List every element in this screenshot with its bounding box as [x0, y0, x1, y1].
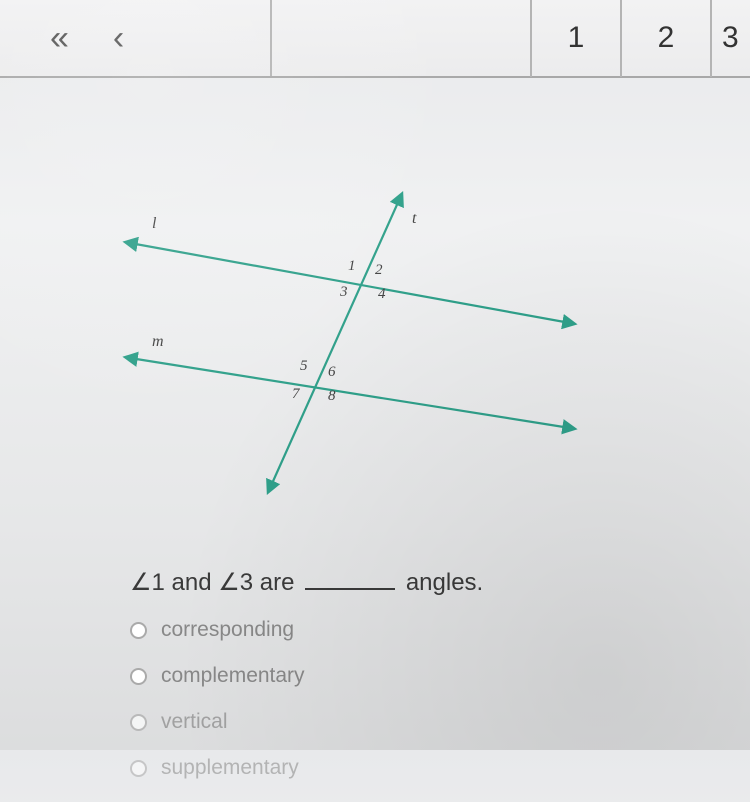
line-m	[130, 358, 570, 428]
nav-divider	[270, 0, 272, 76]
radio-icon	[130, 760, 147, 777]
nav-left-group: « ‹	[0, 19, 124, 58]
angle-4: 4	[378, 286, 386, 302]
page-cell-3[interactable]: 3	[710, 0, 750, 77]
question-blank	[305, 588, 395, 590]
angle-3: 3	[339, 284, 348, 300]
radio-icon	[130, 668, 147, 685]
nav-prev-icon[interactable]: ‹	[113, 19, 124, 58]
radio-icon	[130, 622, 147, 639]
option-label: complementary	[161, 664, 305, 688]
angle-6: 6	[328, 364, 336, 380]
line-t	[270, 198, 400, 488]
top-nav-bar: « ‹ 1 2 3	[0, 0, 750, 78]
angle-1: 1	[348, 258, 356, 274]
nav-pages-group: 1 2 3	[530, 0, 750, 77]
content-area: l m t 1 2 3 4 5 6 7 8 ∠1 and ∠3 are angl…	[0, 78, 750, 750]
angle-7: 7	[292, 386, 301, 402]
option-vertical[interactable]: vertical	[130, 710, 305, 734]
option-label: corresponding	[161, 618, 294, 642]
options-group: corresponding complementary vertical sup…	[130, 618, 305, 802]
option-label: supplementary	[161, 756, 299, 780]
angle-2: 2	[375, 262, 383, 278]
question-suffix: angles.	[406, 569, 483, 596]
label-m: m	[152, 333, 164, 350]
label-t: t	[412, 210, 417, 227]
label-l: l	[152, 215, 157, 232]
radio-icon	[130, 714, 147, 731]
question-prefix: ∠1 and ∠3 are	[130, 569, 294, 596]
angle-5: 5	[300, 358, 308, 374]
option-corresponding[interactable]: corresponding	[130, 618, 305, 642]
angle-8: 8	[328, 388, 336, 404]
angles-diagram: l m t 1 2 3 4 5 6 7 8	[100, 178, 600, 508]
option-supplementary[interactable]: supplementary	[130, 756, 305, 780]
nav-first-icon[interactable]: «	[50, 19, 69, 58]
page-cell-1[interactable]: 1	[530, 0, 620, 77]
option-complementary[interactable]: complementary	[130, 664, 305, 688]
option-label: vertical	[161, 710, 228, 734]
page-cell-2[interactable]: 2	[620, 0, 710, 77]
question-text: ∠1 and ∠3 are angles.	[130, 568, 483, 597]
